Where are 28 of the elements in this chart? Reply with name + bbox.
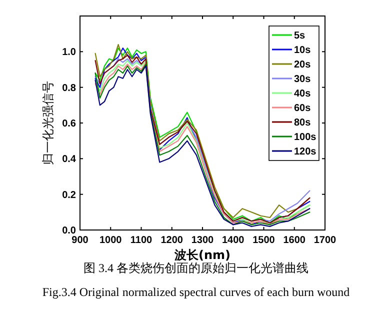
x-tick-label: 1700 <box>314 235 337 246</box>
legend-label: 120s <box>294 146 317 158</box>
caption: Fig.3.4 Original normalized spectral curves of each burn wound <box>42 285 350 299</box>
y-tick-label: 1.0 <box>62 47 76 58</box>
legend-label: 30s <box>294 74 312 85</box>
caption: 图 3.4 各类烧伤创面的原始归一化光谱曲线 <box>84 261 308 275</box>
x-tick-label: 1400 <box>222 235 245 246</box>
y-tick-label: 0.6 <box>62 118 76 130</box>
x-axis-title: 波长(nm) <box>173 248 231 262</box>
y-tick-label: 0.8 <box>62 82 76 94</box>
x-tick-label: 1600 <box>283 235 306 246</box>
x-tick-label: 1300 <box>191 235 214 246</box>
x-tick-label: 1200 <box>160 235 184 246</box>
x-tick-label: 1500 <box>252 235 276 246</box>
y-tick-label: 0.2 <box>62 190 76 201</box>
legend-label: 20s <box>294 60 312 70</box>
legend-label: 100s <box>294 132 317 143</box>
legend-label: 40s <box>294 88 312 100</box>
legend-label: 5s <box>294 30 306 42</box>
x-tick-label: 1000 <box>100 235 122 246</box>
x-tick-label: 900 <box>72 235 89 246</box>
y-tick-label: 0.4 <box>62 154 76 166</box>
y-axis-title: 归一化光强信号 <box>41 81 55 165</box>
y-tick-label: 0.0 <box>62 226 76 236</box>
legend-label: 60s <box>294 103 312 114</box>
x-tick-label: 1100 <box>130 235 153 246</box>
legend-label: 80s <box>294 118 312 128</box>
legend-label: 10s <box>294 45 312 56</box>
